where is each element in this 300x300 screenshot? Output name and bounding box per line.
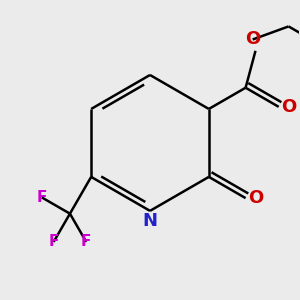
Text: F: F [37,190,47,205]
Text: F: F [81,234,92,249]
Text: N: N [142,212,158,230]
Text: O: O [281,98,296,116]
Text: O: O [248,189,263,207]
Text: F: F [49,234,59,249]
Text: O: O [245,31,260,49]
